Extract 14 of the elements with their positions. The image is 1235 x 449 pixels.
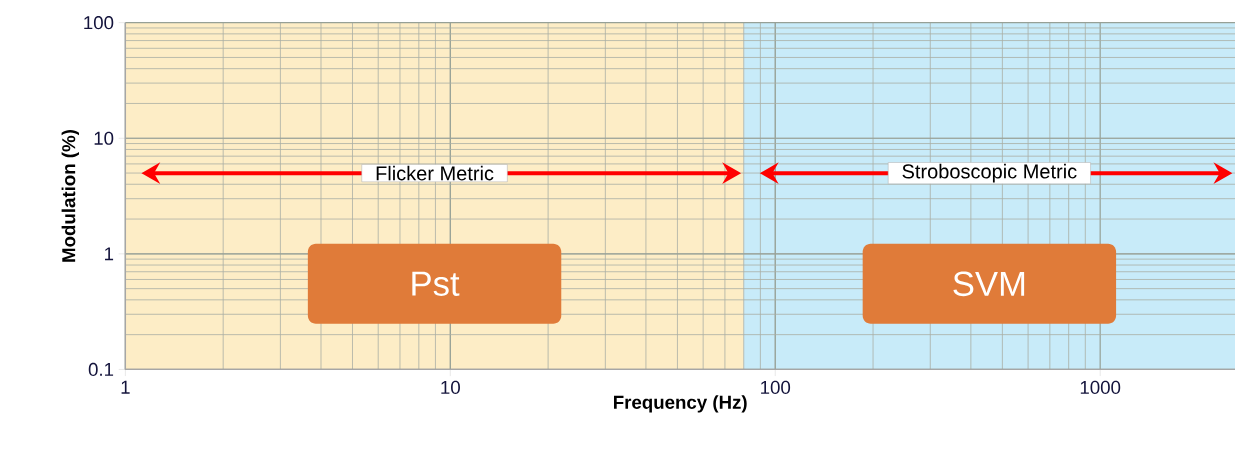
annotation: Flicker Metric xyxy=(376,165,494,181)
y-tick-label: 100 xyxy=(84,15,114,30)
y-tick-label: 10 xyxy=(94,131,114,145)
x-tick-label: 10 xyxy=(441,380,460,394)
y-tick-label: 1 xyxy=(105,247,114,261)
x-tick-label: 1 xyxy=(121,380,130,394)
band-label: Pst xyxy=(412,271,460,296)
band-label: SVM xyxy=(953,271,1025,296)
x-tick-label: 100 xyxy=(761,380,791,394)
annotation: Stroboscopic Metric xyxy=(902,163,1077,183)
y-tick-label: 0.1 xyxy=(88,362,114,376)
x-axis-title: Frequency (Hz) xyxy=(614,394,747,413)
y-axis-title: Modulation (%) xyxy=(61,129,80,262)
x-tick-label: 1000 xyxy=(1080,380,1121,394)
